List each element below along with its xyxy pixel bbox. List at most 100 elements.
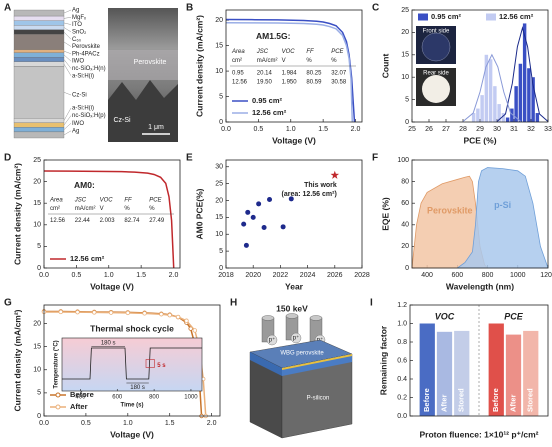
table-units: V bbox=[282, 58, 286, 64]
x-tick-label: 2018 bbox=[218, 272, 234, 279]
temperature-profile bbox=[62, 347, 202, 380]
x-tick-label: 600 bbox=[451, 272, 463, 279]
x-axis-label: Year bbox=[285, 281, 304, 291]
plot-frame bbox=[411, 9, 549, 123]
table-cell: 80.59 bbox=[306, 79, 322, 85]
layer bbox=[13, 61, 65, 67]
layer bbox=[13, 127, 65, 133]
scale-label: 1 μm bbox=[148, 124, 164, 131]
inset-tick-label: 1000 bbox=[184, 395, 198, 401]
inset-tick-label: 400 bbox=[75, 395, 86, 401]
y-tick-label: 15 bbox=[401, 52, 409, 59]
photo-label: Front side bbox=[423, 29, 450, 35]
x-tick-label: 1000 bbox=[510, 272, 526, 279]
legend-label: 12.56 cm² bbox=[70, 254, 105, 263]
y-tick-label: 25 bbox=[401, 7, 409, 14]
hist-bar bbox=[501, 113, 506, 122]
y-tick-label: 0.6 bbox=[397, 357, 407, 364]
line bbox=[225, 21, 354, 123]
hist-bar bbox=[527, 68, 531, 122]
x-tick-label: 1.0 bbox=[286, 126, 296, 133]
layer bbox=[13, 20, 65, 26]
device-right bbox=[281, 353, 353, 439]
legend-label: 0.95 cm² bbox=[252, 96, 283, 105]
hist-bar bbox=[535, 113, 540, 122]
plot-frame bbox=[409, 304, 549, 417]
x-tick-label: 0.5 bbox=[81, 420, 91, 427]
y-axis-label: AM0 PCE(%) bbox=[194, 188, 204, 239]
y-tick-label: 15 bbox=[215, 214, 223, 221]
panel-label: I bbox=[370, 298, 373, 309]
table-cell: 19.50 bbox=[257, 79, 273, 85]
x-tick-label: 26 bbox=[425, 126, 433, 133]
leader bbox=[63, 31, 72, 40]
beam-badge bbox=[290, 332, 302, 344]
y-tick-label: 30 bbox=[215, 164, 223, 171]
y-axis-label: Count bbox=[380, 54, 390, 79]
leader bbox=[63, 17, 72, 19]
y-tick-label: 0 bbox=[219, 265, 223, 272]
hist-bar bbox=[518, 63, 523, 122]
bar-label: Stored bbox=[526, 388, 535, 412]
x-tick-label: 2.0 bbox=[207, 420, 217, 427]
table-units: mA/cm² bbox=[257, 58, 278, 64]
layer bbox=[13, 118, 65, 123]
y-tick-label: 0 bbox=[405, 265, 409, 272]
y-tick-label: 0.4 bbox=[397, 376, 407, 383]
inset-tick-label: 600 bbox=[112, 395, 123, 401]
panel-label: E bbox=[186, 153, 193, 164]
y-tick-label: 0.2 bbox=[397, 394, 407, 401]
layer bbox=[13, 66, 65, 119]
hist-bar bbox=[531, 77, 535, 122]
y-tick-label: 5 bbox=[219, 93, 223, 100]
y-tick-label: 5 bbox=[37, 243, 41, 250]
x-tick-label: 1.5 bbox=[318, 126, 328, 133]
layer-label: Cz-Si bbox=[72, 93, 87, 99]
marker bbox=[167, 312, 172, 318]
x-tick-label: 32 bbox=[527, 126, 535, 133]
plot-frame bbox=[43, 159, 181, 269]
table-cell: 80.25 bbox=[306, 70, 322, 76]
legend-label: 0.95 cm² bbox=[431, 12, 462, 21]
legend-marker bbox=[55, 404, 61, 410]
layer-label: IWO bbox=[72, 121, 84, 127]
inset-tick-label: 800 bbox=[149, 395, 160, 401]
hist-bar bbox=[497, 104, 501, 122]
y-tick-label: 10 bbox=[33, 222, 41, 229]
legend-label: Before bbox=[70, 390, 94, 399]
annotation: (area: 12.56 cm²) bbox=[282, 191, 337, 198]
layer-label: nc-SiOₓ:H(n) bbox=[72, 66, 106, 72]
fit-line bbox=[496, 26, 549, 122]
layer-label: IWO bbox=[72, 59, 84, 65]
area-label: p-Si bbox=[494, 200, 511, 210]
bar-label: After bbox=[439, 394, 448, 412]
marker bbox=[142, 311, 147, 316]
layer bbox=[13, 57, 65, 62]
sem-label: Cz-Si bbox=[113, 117, 131, 124]
bar-label: Stored bbox=[457, 388, 466, 412]
layer-label: ITO bbox=[72, 22, 82, 28]
marker bbox=[58, 309, 63, 315]
y-tick-label: 25 bbox=[33, 157, 41, 164]
table-units: mA/cm² bbox=[75, 206, 96, 212]
y-tick-label: 20 bbox=[401, 29, 409, 36]
y-tick-label: 10 bbox=[215, 231, 223, 238]
hist-bar bbox=[510, 108, 514, 122]
legend-label: After bbox=[70, 402, 88, 411]
energy-label: 150 keV bbox=[276, 303, 308, 313]
inset-highlight bbox=[145, 359, 155, 368]
bar-label: Before bbox=[422, 388, 431, 412]
table-cell: 2.003 bbox=[100, 218, 116, 224]
table-units: % bbox=[149, 206, 155, 212]
hist-bar bbox=[471, 113, 476, 122]
marker bbox=[192, 328, 198, 333]
leader bbox=[63, 22, 72, 25]
legend-label: 12.56 cm² bbox=[499, 12, 534, 21]
hist-bar bbox=[505, 117, 510, 122]
layer-label: a-Si:H(i) bbox=[72, 73, 94, 79]
layer bbox=[13, 15, 65, 21]
hist-bar bbox=[493, 86, 497, 122]
hist-bar bbox=[480, 95, 484, 122]
point bbox=[280, 224, 286, 230]
y-tick-label: 5 bbox=[37, 390, 41, 397]
